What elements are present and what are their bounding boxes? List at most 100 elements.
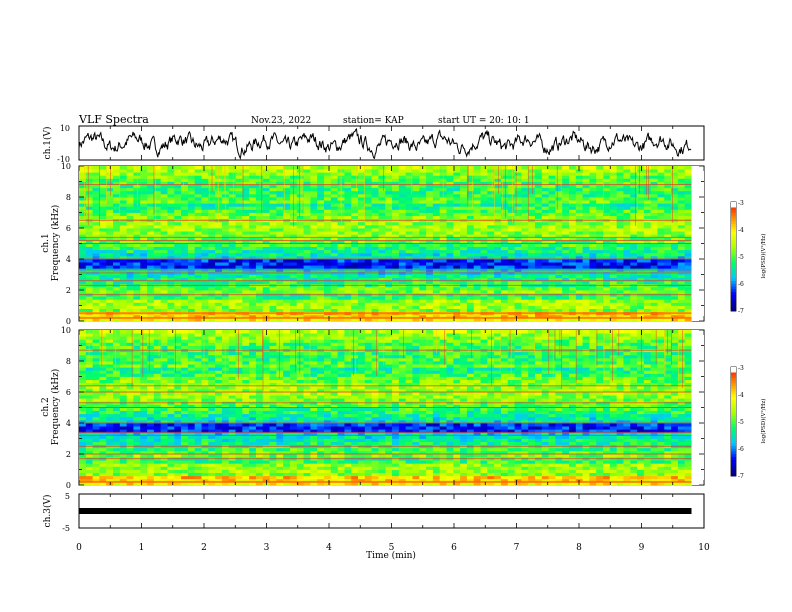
colorbar-swatch: [731, 300, 736, 304]
spectrogram-cell: [92, 357, 100, 362]
spectrogram-cell: [398, 169, 407, 173]
colorbar-swatch: [731, 261, 736, 266]
spectrogram-cell: [630, 286, 638, 291]
spectrogram-cell: [494, 166, 502, 170]
spectrogram-cell: [92, 364, 100, 368]
spectrogram-cell: [181, 317, 189, 322]
spectrogram-cell: [677, 305, 686, 309]
spectrogram-cell: [500, 178, 509, 182]
spectrogram-cell: [79, 231, 87, 235]
spectrogram-cell: [208, 265, 216, 269]
spectrogram-cell: [140, 221, 148, 226]
spectrogram-cell: [133, 255, 141, 260]
spectrogram-cell: [364, 231, 373, 235]
spectrogram-cell: [79, 187, 87, 192]
spectrogram-cell: [371, 240, 379, 244]
spectrogram-cell: [371, 234, 379, 238]
ch1-cb-tick-m3: -3: [738, 200, 744, 207]
spectrogram-cell: [344, 209, 352, 213]
spectrogram-cell: [684, 305, 692, 309]
spectrogram-cell: [119, 243, 128, 247]
spectrogram-cell: [174, 184, 182, 189]
spectrogram-cell: [596, 262, 604, 266]
spectrogram-cell: [324, 166, 332, 170]
spectrogram-cell: [426, 243, 434, 247]
spectrogram-cell: [92, 252, 100, 257]
spectrogram-cell: [215, 203, 223, 207]
spectrogram-cell: [596, 228, 604, 232]
spectrogram-cell: [79, 370, 87, 374]
spectrogram-cell: [426, 274, 434, 278]
spectrogram-cell: [79, 450, 87, 455]
spectrogram-cell: [215, 302, 223, 306]
spectrogram-cell: [351, 317, 359, 322]
spectrogram-cell: [174, 169, 182, 173]
spectrogram-cell: [548, 206, 556, 210]
spectrogram-cell: [296, 169, 304, 173]
spectrogram-cell: [514, 234, 522, 238]
spectrogram-cell: [351, 212, 359, 216]
spectrogram-cell: [106, 413, 114, 418]
spectrogram-cell: [487, 317, 495, 322]
spectrogram-cell: [99, 302, 107, 306]
spectrogram-cell: [480, 197, 488, 201]
spectrogram-cell: [330, 237, 339, 241]
spectrogram-cell: [235, 175, 243, 179]
spectrogram-cell: [269, 181, 277, 185]
spectrogram-cell: [106, 382, 114, 387]
spectrogram-cell: [283, 237, 291, 241]
spectrogram-cell: [603, 193, 611, 198]
spectrogram-cell: [623, 290, 631, 294]
spectrogram-cell: [507, 178, 515, 182]
spectrogram-cell: [181, 249, 189, 254]
spectrogram-cell: [85, 454, 94, 458]
spectrogram-cell: [589, 286, 597, 291]
spectrogram-cell: [528, 203, 536, 207]
spectrogram-cell: [514, 193, 522, 198]
spectrogram-cell: [194, 206, 202, 210]
spectrogram-cell: [181, 221, 189, 226]
spectrogram-cell: [235, 305, 243, 309]
spectrogram-cell: [364, 265, 373, 269]
colorbar-swatch: [731, 215, 736, 219]
spectrogram-cell: [541, 305, 549, 309]
spectrogram-cell: [371, 249, 379, 254]
spectrogram-cell: [228, 215, 236, 220]
spectrogram-cell: [405, 317, 413, 322]
spectrogram-cell: [317, 215, 325, 220]
spectrogram-cell: [500, 221, 509, 226]
spectrogram-cell: [276, 255, 284, 260]
spectrogram-cell: [589, 240, 597, 244]
spectrogram-cell: [187, 237, 196, 241]
spectrogram-cell: [548, 255, 556, 260]
spectrogram-cell: [174, 314, 182, 319]
spectrogram-cell: [351, 286, 359, 291]
spectrogram-cell: [119, 262, 128, 266]
spectrogram-cell: [643, 190, 652, 195]
spectrogram-cell: [92, 432, 100, 436]
spectrogram-cell: [603, 206, 611, 210]
spectrogram-cell: [324, 290, 332, 294]
spectrogram-cell: [140, 187, 148, 192]
spectrogram-cell: [201, 240, 209, 244]
spectrogram-cell: [623, 302, 631, 306]
spectrogram-cell: [589, 308, 597, 313]
spectrogram-cell: [201, 231, 209, 235]
spectrogram-cell: [439, 206, 447, 210]
spectrogram-cell: [637, 249, 645, 254]
spectrogram-cell: [249, 224, 257, 229]
spectrogram-cell: [147, 262, 155, 266]
spectrogram-cell: [147, 212, 155, 216]
spectrogram-cell: [677, 249, 686, 254]
spectrogram-cell: [249, 249, 257, 254]
spectrogram-cell: [242, 169, 250, 173]
spectrogram-cell: [147, 308, 155, 313]
spectrogram-cell: [637, 206, 645, 210]
spectrogram-cell: [555, 197, 563, 201]
spectrogram-cell: [364, 317, 373, 322]
spectrogram-cell: [589, 190, 597, 195]
spectrogram-cell: [671, 203, 679, 207]
spectrogram-cell: [283, 262, 291, 266]
spectrogram-cell: [283, 243, 291, 247]
spectrogram-cell: [487, 252, 495, 257]
